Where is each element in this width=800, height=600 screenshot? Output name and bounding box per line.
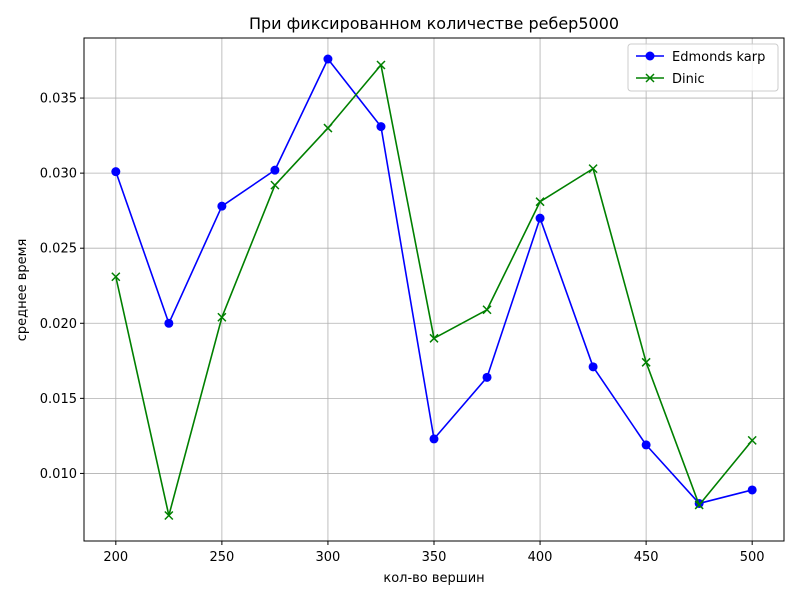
y-axis: 0.010 0.015 0.020 0.025 0.030 0.035 — [40, 92, 84, 482]
legend-marker-dinic — [645, 73, 655, 83]
x-tick-label: 500 — [740, 550, 765, 565]
data-point-dinic — [323, 123, 333, 133]
data-point-edmonds-karp — [111, 167, 121, 177]
data-point-dinic — [429, 333, 439, 343]
data-point-dinic — [535, 197, 545, 207]
legend-label-edmonds-karp: Edmonds karp — [672, 50, 765, 65]
y-tick-label: 0.030 — [40, 167, 77, 182]
data-point-dinic — [482, 305, 492, 315]
data-point-edmonds-karp — [270, 165, 280, 175]
x-tick-label: 450 — [634, 550, 659, 565]
x-tick-label: 250 — [209, 550, 234, 565]
data-point-dinic — [747, 435, 757, 445]
data-point-dinic — [217, 312, 227, 322]
data-point-edmonds-karp — [323, 54, 333, 64]
y-tick-label: 0.020 — [40, 317, 77, 332]
legend-marker-edmonds-karp — [645, 51, 655, 61]
series-edmonds-karp — [111, 54, 757, 508]
y-tick-label: 0.035 — [40, 92, 77, 107]
data-point-dinic — [641, 357, 651, 367]
series-dinic — [111, 60, 757, 521]
y-tick-label: 0.010 — [40, 467, 77, 482]
data-point-dinic — [588, 164, 598, 174]
x-axis: 200 250 300 350 400 450 500 — [103, 541, 765, 565]
x-tick-label: 350 — [422, 550, 447, 565]
data-point-dinic — [164, 510, 174, 521]
y-axis-label: среднее время — [15, 239, 30, 342]
data-point-edmonds-karp — [217, 201, 227, 211]
data-point-edmonds-karp — [482, 372, 492, 382]
data-point-edmonds-karp — [164, 318, 174, 328]
data-point-dinic — [111, 272, 121, 282]
y-tick-label: 0.015 — [40, 392, 77, 407]
data-point-edmonds-karp — [641, 440, 651, 450]
x-axis-label: кол-во вершин — [383, 571, 484, 586]
data-point-edmonds-karp — [588, 362, 598, 372]
y-tick-label: 0.025 — [40, 242, 77, 257]
chart-title: При фиксированном количестве ребер5000 — [249, 14, 619, 33]
x-tick-label: 400 — [528, 550, 553, 565]
data-point-edmonds-karp — [376, 122, 386, 132]
data-point-dinic — [270, 180, 280, 190]
x-tick-label: 200 — [103, 550, 128, 565]
data-point-edmonds-karp — [535, 213, 545, 223]
data-point-dinic — [694, 500, 704, 510]
series-layer — [111, 54, 757, 521]
legend-box — [627, 43, 779, 92]
data-point-dinic — [376, 60, 386, 70]
data-point-edmonds-karp — [429, 434, 439, 444]
legend-label-dinic: Dinic — [672, 72, 705, 87]
data-point-edmonds-karp — [747, 485, 757, 495]
legend: Edmonds karp Dinic — [627, 43, 779, 92]
x-tick-label: 300 — [316, 550, 341, 565]
